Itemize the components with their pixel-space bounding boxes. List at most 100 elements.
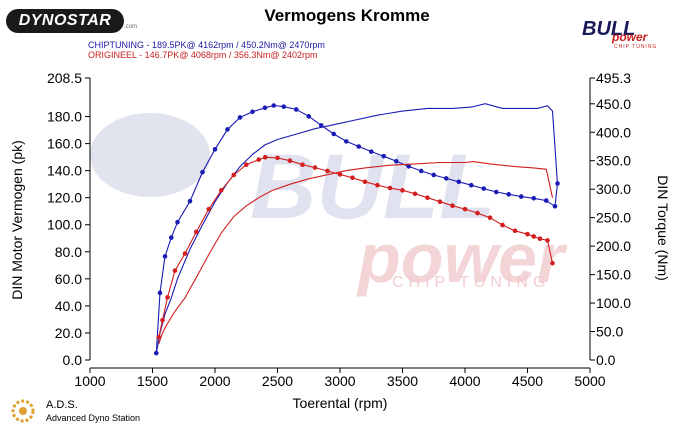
- data-point-chiptuning-torque: [406, 164, 412, 169]
- y-right-tick-label: 250.0: [596, 210, 631, 226]
- data-point-origineel-torque: [550, 260, 555, 266]
- data-point-chiptuning-torque: [456, 179, 462, 185]
- watermark-tag: CHIP TUNING: [392, 274, 550, 291]
- y-right-tick-label: 150.0: [596, 267, 631, 283]
- data-point-origineel-torque: [462, 206, 468, 212]
- data-point-chiptuning-torque: [293, 107, 299, 112]
- data-point-chiptuning-torque: [531, 196, 537, 201]
- data-point-origineel-torque: [450, 203, 455, 209]
- y-left-tick-label: 120.0: [47, 190, 82, 206]
- x-tick-label: 5000: [574, 373, 605, 389]
- data-point-origineel-torque: [545, 238, 550, 243]
- data-point-chiptuning-torque: [418, 168, 424, 174]
- data-point-origineel-torque: [256, 157, 262, 162]
- data-point-origineel-torque: [312, 165, 318, 170]
- data-point-chiptuning-torque: [356, 144, 362, 149]
- data-point-chiptuning-torque: [187, 198, 193, 204]
- data-point-origineel-torque: [287, 158, 293, 164]
- legend-origineel: ORIGINEEL - 146.7PK@ 4068rpm / 356.3Nm@ …: [88, 50, 318, 60]
- x-axis-label: Toerental (rpm): [293, 395, 388, 411]
- data-point-chiptuning-torque: [431, 172, 437, 178]
- dynostar-logo: DYNOSTAR: [6, 9, 124, 33]
- data-point-chiptuning-torque: [468, 182, 474, 188]
- data-point-chiptuning-torque: [393, 158, 399, 164]
- data-point-chiptuning-torque: [368, 149, 374, 154]
- ads-subtitle: Advanced Dyno Station: [46, 413, 141, 423]
- data-point-chiptuning-torque: [281, 104, 287, 109]
- data-point-chiptuning-torque: [518, 194, 524, 199]
- y-left-tick-label: 160.0: [47, 136, 82, 152]
- bullpower-logo-sub: power: [612, 30, 648, 44]
- x-tick-label: 3500: [387, 373, 418, 389]
- data-point-origineel-torque: [500, 222, 505, 228]
- x-tick-label: 2000: [199, 373, 230, 389]
- series-layer: [153, 103, 560, 356]
- data-point-chiptuning-torque: [200, 169, 205, 175]
- axes: 0.0 20.0 40.0 60.0 80.0 100.0 120.0 140.0 160.0 1…: [47, 70, 631, 389]
- data-point-origineel-torque: [182, 251, 188, 256]
- x-tick-label: 4500: [512, 373, 543, 389]
- y-left-tick-label: 80.0: [55, 244, 82, 260]
- y-left-tick-label: 0.0: [63, 352, 83, 368]
- data-point-chiptuning-torque: [237, 115, 243, 120]
- data-point-chiptuning-torque: [506, 192, 512, 197]
- y-right-tick-label: 200.0: [596, 238, 631, 254]
- data-point-origineel-torque: [537, 236, 543, 242]
- data-point-chiptuning-torque: [543, 198, 549, 203]
- data-point-chiptuning-torque: [552, 203, 558, 209]
- y-right-tick-label: 495.3: [596, 70, 631, 86]
- data-point-origineel-torque: [437, 199, 443, 205]
- ads-gear-icon: [11, 399, 35, 423]
- x-tick-label: 1000: [74, 373, 105, 389]
- x-tick-label: 2500: [262, 373, 293, 389]
- bullpower-logo-main: BULL: [582, 18, 636, 40]
- data-point-chiptuning-torque: [262, 105, 268, 111]
- data-point-origineel-torque: [531, 234, 537, 239]
- data-point-chiptuning-torque: [343, 139, 349, 144]
- x-tick-label: 4000: [449, 373, 480, 389]
- data-point-chiptuning-torque: [168, 235, 174, 240]
- watermark-sub: power: [356, 219, 568, 297]
- data-point-origineel-torque: [425, 195, 430, 201]
- data-point-chiptuning-torque: [157, 290, 163, 296]
- data-point-chiptuning-torque: [493, 189, 499, 195]
- bullpower-logo-tag: CHIP TUNING: [614, 44, 658, 50]
- y-axis-left-label: DIN Motor Vermogen (pk): [9, 140, 25, 300]
- data-point-chiptuning-torque: [481, 186, 487, 191]
- data-point-chiptuning-torque: [443, 176, 449, 181]
- data-point-chiptuning-torque: [225, 127, 230, 132]
- data-point-chiptuning-torque: [381, 153, 387, 159]
- data-point-origineel-torque: [262, 155, 268, 160]
- dynostar-logo-suffix: .com: [124, 24, 138, 30]
- data-point-chiptuning-torque: [306, 114, 312, 119]
- y-left-tick-label: 180.0: [47, 109, 82, 125]
- y-right-tick-label: 400.0: [596, 124, 631, 140]
- y-right-tick-label: 350.0: [596, 153, 631, 169]
- data-point-origineel-torque: [218, 188, 224, 193]
- y-left-tick-label: 100.0: [47, 217, 82, 233]
- y-left-tick-label: 60.0: [55, 271, 82, 287]
- bull-head-watermark: [90, 113, 210, 197]
- data-point-origineel-torque: [350, 175, 355, 181]
- data-point-origineel-torque: [165, 295, 170, 300]
- data-point-origineel-torque: [337, 172, 343, 177]
- data-point-origineel-torque: [206, 206, 212, 212]
- data-point-origineel-torque: [375, 182, 380, 188]
- watermark: BULL power CHIP TUNING: [90, 113, 568, 297]
- data-point-origineel-torque: [475, 210, 480, 216]
- data-point-chiptuning-torque: [175, 219, 180, 225]
- x-tick-label: 3000: [324, 373, 355, 389]
- data-point-origineel-torque: [172, 268, 178, 273]
- series-line-origineel-power: [158, 161, 554, 344]
- y-axis-right-label: DIN Torque (Nm): [655, 175, 671, 281]
- data-point-chiptuning-torque: [331, 131, 337, 137]
- data-point-origineel-torque: [243, 162, 249, 168]
- y-left-tick-label: 20.0: [55, 325, 82, 341]
- data-point-origineel-torque: [512, 228, 518, 234]
- y-right-tick-label: 300.0: [596, 181, 631, 197]
- y-left-tick-label: 140.0: [47, 163, 82, 179]
- y-left-tick-label: 208.5: [47, 70, 82, 86]
- data-point-chiptuning-torque: [162, 254, 168, 259]
- legend-chiptuning: CHIPTUNING - 189.5PK@ 4162rpm / 450.2Nm@…: [88, 40, 325, 50]
